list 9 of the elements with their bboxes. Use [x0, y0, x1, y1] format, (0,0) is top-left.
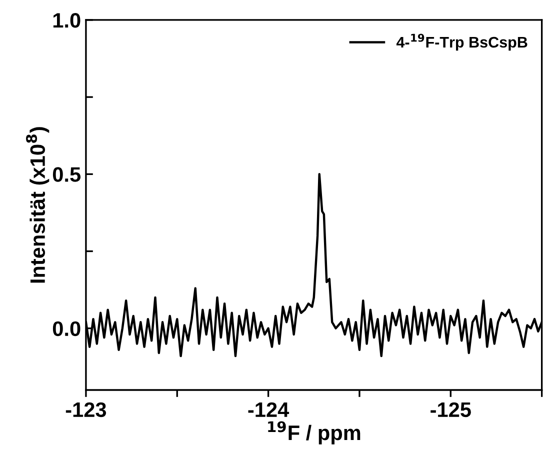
legend-label: 4-$^{19}$F-Trp BsCspB	[396, 34, 528, 51]
y-tick-label: 0.0	[52, 321, 80, 336]
y-tick-label: 0.5	[52, 167, 81, 182]
x-tick-label: -123	[66, 402, 106, 418]
x-tick-label: -124	[248, 402, 290, 417]
x-axis-title: $^{19}$F / ppm	[268, 421, 360, 444]
y-tick-label: 1.0	[53, 12, 80, 28]
y-axis-title: Intensität (x10$^{8}$)	[26, 127, 50, 283]
x-tick-label: -125	[430, 402, 471, 418]
